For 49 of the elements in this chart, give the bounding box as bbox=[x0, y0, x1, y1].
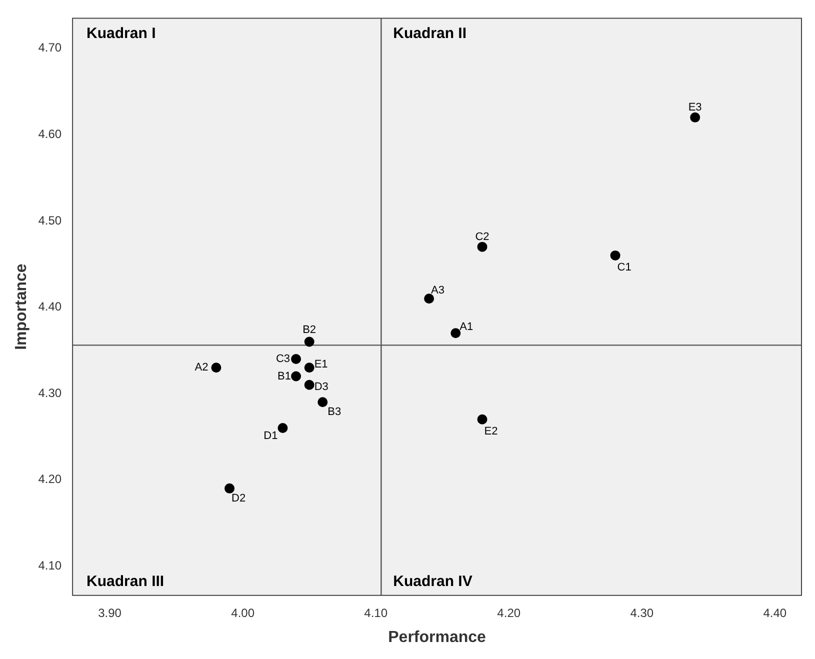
x-axis-title: Performance bbox=[388, 628, 486, 646]
annotation: Kuadran I bbox=[86, 24, 156, 42]
annotation: C2 bbox=[475, 230, 490, 243]
point bbox=[304, 380, 314, 390]
point bbox=[291, 354, 302, 364]
point bbox=[477, 242, 488, 252]
annotation: A2 bbox=[194, 362, 208, 374]
annotation: E3 bbox=[688, 101, 702, 114]
annotation: Kuadran II bbox=[393, 24, 467, 42]
point bbox=[278, 423, 288, 434]
annotation: Kuadran III bbox=[86, 573, 164, 590]
point bbox=[291, 371, 302, 382]
point bbox=[610, 250, 620, 260]
y-tick-label: 4.70 bbox=[38, 40, 62, 55]
y-axis-title: Importance bbox=[13, 264, 30, 350]
annotation: E2 bbox=[484, 425, 498, 438]
point bbox=[690, 112, 700, 122]
annotation: Kuadran IV bbox=[393, 573, 472, 590]
y-tick-label: 4.40 bbox=[38, 300, 62, 314]
point bbox=[318, 397, 328, 408]
annotation: B3 bbox=[328, 406, 342, 418]
x-tick-label: 4.10 bbox=[364, 606, 388, 620]
y-tick-label: 4.20 bbox=[38, 472, 62, 486]
point bbox=[424, 294, 434, 304]
y-tick-label: 4.60 bbox=[38, 126, 62, 141]
annotation: A1 bbox=[460, 321, 474, 334]
y-tick-label: 4.30 bbox=[38, 386, 62, 400]
annotation: D3 bbox=[314, 380, 328, 393]
point bbox=[304, 362, 314, 373]
annotation: C1 bbox=[617, 261, 632, 274]
annotation: B1 bbox=[278, 370, 292, 382]
annotation: D1 bbox=[264, 430, 278, 442]
point bbox=[477, 414, 488, 424]
point bbox=[211, 362, 222, 373]
annotation: E1 bbox=[314, 358, 328, 371]
x-tick-label: 4.30 bbox=[630, 606, 654, 620]
annotation: A3 bbox=[431, 284, 445, 297]
x-tick-label: 4.20 bbox=[497, 606, 521, 620]
x-tick-label: 4.00 bbox=[231, 606, 255, 620]
annotation: C3 bbox=[276, 353, 290, 366]
annotation: D2 bbox=[232, 492, 246, 504]
y-tick-label: 4.50 bbox=[38, 213, 62, 228]
x-tick-label: 4.40 bbox=[763, 606, 787, 620]
point bbox=[304, 336, 314, 347]
annotation: B2 bbox=[302, 324, 316, 336]
y-tick-label: 4.10 bbox=[38, 558, 62, 572]
point bbox=[450, 328, 461, 338]
x-tick-label: 3.90 bbox=[98, 606, 122, 620]
point bbox=[224, 483, 235, 494]
